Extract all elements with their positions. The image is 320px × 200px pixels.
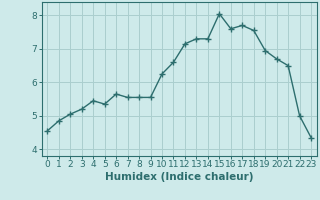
X-axis label: Humidex (Indice chaleur): Humidex (Indice chaleur) xyxy=(105,172,253,182)
